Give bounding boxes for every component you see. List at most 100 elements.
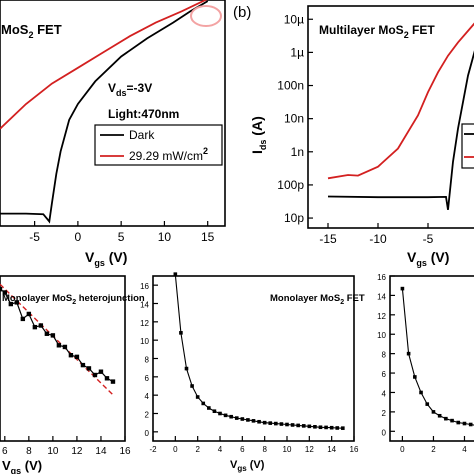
data-point bbox=[301, 424, 306, 428]
data-point bbox=[444, 416, 448, 421]
x-tick-label: 15 bbox=[201, 230, 215, 244]
x-tick-label: 2 bbox=[195, 445, 200, 454]
panel-b-chart: -15-10-5010p100p1n10n100n1µ10µ Multilaye… bbox=[249, 5, 474, 268]
data-point bbox=[201, 401, 206, 406]
data-point bbox=[431, 410, 436, 414]
panel-e-marks: 0 2 4 0 2 4 6 8 10 12 14 16 bbox=[377, 273, 474, 454]
x-tick-label: 4 bbox=[218, 445, 223, 454]
panel-c-chart: 6 8 10 12 14 16 Monolayer MoS2 heterojunction… bbox=[0, 275, 145, 474]
y-tick-label: 1n bbox=[291, 145, 304, 159]
data-point bbox=[400, 286, 405, 291]
x-tick-label: -10 bbox=[369, 232, 387, 246]
x-tick-label: -15 bbox=[319, 232, 337, 246]
series-dark-line bbox=[327, 50, 474, 210]
y-tick-label: 0 bbox=[382, 428, 387, 437]
panel-c-xlabel: Vgs (V) bbox=[2, 458, 42, 474]
data-point bbox=[307, 424, 312, 429]
x-tick-label: 10 bbox=[283, 445, 292, 454]
panel-b-ylabel: Ids (A) bbox=[249, 116, 268, 154]
y-tick-label: 16 bbox=[140, 282, 149, 291]
panel-a-chart: -5 0 5 10 15 MoS2 FET Vds=-3V Light:470nm Da… bbox=[0, 0, 226, 268]
x-tick-label: 6 bbox=[240, 445, 245, 454]
data-point bbox=[318, 425, 323, 430]
data-point bbox=[456, 420, 461, 425]
y-tick-label: 4 bbox=[145, 392, 150, 401]
panel-a-frame bbox=[0, 0, 226, 227]
y-tick-label: 10 bbox=[140, 337, 149, 346]
y-tick-label: 10p bbox=[284, 211, 304, 225]
panel-b-legend-box bbox=[461, 123, 474, 169]
y-tick-label: 100p bbox=[277, 178, 304, 192]
panel-d-chart: -2 0 2 4 6 8 10 12 14 16 0 2 4 6 8 10 12 14 16 Monolayer M… bbox=[140, 272, 365, 473]
y-tick-label: 4 bbox=[382, 389, 387, 398]
data-point bbox=[179, 331, 183, 335]
y-tick-label: 0 bbox=[145, 429, 150, 438]
data-point bbox=[8, 301, 14, 307]
vds-annotation: Vds=-3V bbox=[108, 81, 152, 98]
data-point bbox=[425, 402, 430, 406]
y-tick-label: 14 bbox=[377, 292, 386, 301]
x-tick-label: 16 bbox=[119, 446, 131, 457]
data-point bbox=[212, 409, 217, 414]
data-point bbox=[329, 425, 334, 430]
x-tick-label: -5 bbox=[29, 230, 40, 244]
x-tick-label: 0 bbox=[173, 445, 178, 454]
panel-e-chart: 0 2 4 0 2 4 6 8 10 12 14 16 bbox=[377, 273, 474, 454]
legend-label-light: 29.29 mW/cm2 bbox=[129, 146, 208, 163]
panel-e-frame bbox=[389, 275, 474, 442]
x-tick-label: 14 bbox=[327, 445, 336, 454]
data-point bbox=[2, 290, 8, 295]
x-tick-label: -2 bbox=[149, 445, 157, 454]
legend-label-dark: Dark bbox=[129, 128, 155, 142]
y-tick-label: 12 bbox=[140, 319, 149, 328]
data-point bbox=[313, 424, 317, 429]
x-tick-label: 12 bbox=[71, 446, 83, 457]
data-point bbox=[62, 344, 68, 350]
panel-b-legend-fragment bbox=[461, 123, 474, 169]
data-point bbox=[14, 300, 20, 305]
data-point bbox=[413, 375, 417, 379]
data-point bbox=[86, 366, 92, 371]
data-point bbox=[468, 422, 473, 427]
data-point bbox=[251, 419, 256, 423]
panel-b-marks: -15-10-5010p100p1n10n100n1µ10µ bbox=[277, 12, 474, 246]
y-tick-label: 16 bbox=[377, 273, 386, 282]
x-tick-label: 16 bbox=[350, 445, 359, 454]
y-tick-label: 100n bbox=[277, 79, 304, 93]
data-point bbox=[44, 331, 50, 336]
data-point bbox=[223, 413, 228, 418]
data-point bbox=[68, 353, 74, 358]
data-point bbox=[240, 417, 245, 421]
data-point bbox=[184, 366, 189, 371]
y-tick-label: 2 bbox=[145, 411, 150, 420]
x-tick-label: 2 bbox=[431, 445, 436, 454]
data-point bbox=[268, 421, 273, 425]
data-point bbox=[285, 422, 289, 427]
y-tick-label: 2 bbox=[382, 409, 387, 418]
data-point bbox=[50, 333, 56, 338]
series-dark-line bbox=[0, 0, 209, 224]
data-point bbox=[38, 323, 44, 328]
y-tick-label: 10n bbox=[284, 112, 304, 126]
data-point bbox=[74, 354, 80, 360]
data-point bbox=[450, 418, 454, 423]
data-point bbox=[419, 390, 423, 395]
x-tick-label: 10 bbox=[47, 446, 59, 457]
panel-b-frame bbox=[307, 5, 474, 229]
y-tick-label: 14 bbox=[140, 301, 149, 310]
panel-a-legend: Dark 29.29 mW/cm2 bbox=[94, 124, 223, 166]
y-tick-label: 10µ bbox=[284, 12, 304, 26]
data-point bbox=[324, 425, 328, 430]
data-point bbox=[20, 316, 26, 322]
highlight-ellipse bbox=[190, 5, 222, 27]
x-tick-label: -5 bbox=[423, 232, 434, 246]
data-point bbox=[229, 414, 233, 419]
legend-box bbox=[94, 124, 223, 166]
x-tick-label: 10 bbox=[158, 230, 172, 244]
data-point bbox=[92, 372, 98, 378]
panel-a-title: MoS2 FET bbox=[1, 22, 62, 40]
data-point bbox=[0, 287, 3, 292]
y-tick-label: 6 bbox=[145, 374, 150, 383]
data-point bbox=[437, 413, 442, 418]
